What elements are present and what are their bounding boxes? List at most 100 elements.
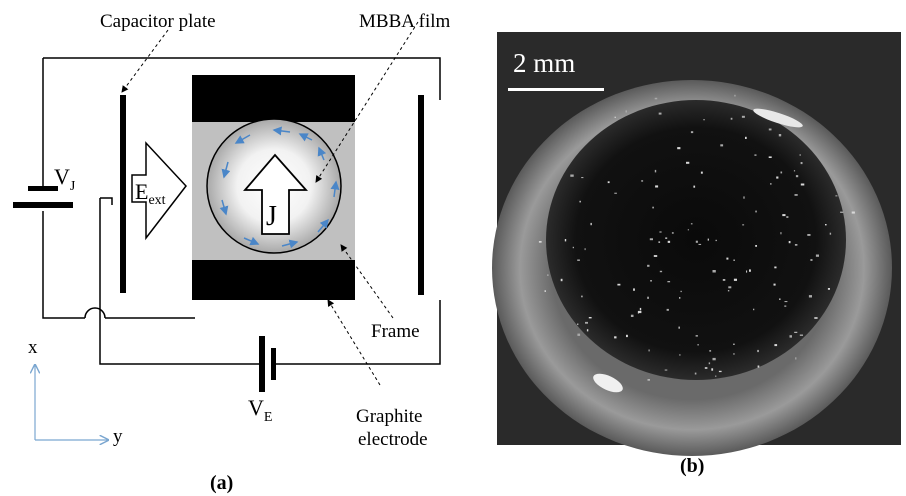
scale-bar-label: 2 mm [513, 48, 575, 78]
photo-speck [755, 210, 757, 213]
photo-speck [584, 248, 586, 251]
photo-speck [570, 174, 574, 177]
photo-speck [544, 290, 546, 292]
photo-speck [770, 183, 772, 185]
photo-speck [679, 354, 681, 356]
photo-speck [690, 131, 694, 134]
photo-speck [695, 240, 698, 243]
photo-speck [815, 254, 819, 257]
axis-x-label: x [28, 337, 38, 358]
photo-speck [617, 283, 621, 286]
photo-speck [581, 177, 584, 179]
photo-speck [547, 274, 549, 276]
photo-speck [851, 211, 855, 214]
photo-speck [742, 224, 745, 226]
photo-speck [638, 310, 642, 314]
photo-speck [757, 365, 760, 368]
photo-speck [590, 222, 592, 226]
photo-speck [733, 353, 735, 355]
photo-speck [641, 180, 644, 182]
photo-speck [754, 154, 757, 156]
photo-speck [581, 295, 583, 298]
photo-speck [577, 323, 579, 325]
eext-label: Eext [135, 179, 166, 208]
photo-speck [734, 94, 736, 97]
photo-speck [800, 162, 803, 165]
photo-speck [711, 368, 714, 371]
photo-speck [572, 246, 574, 249]
photo-speck [626, 334, 628, 338]
photo-speck [799, 334, 803, 336]
j-arrow [243, 153, 308, 235]
photo-speck [633, 288, 635, 291]
caption-a: (a) [210, 472, 233, 494]
photo-speck [773, 283, 776, 286]
photo-speck [655, 185, 659, 188]
photo-speck [727, 290, 730, 292]
scale-bar [508, 88, 604, 91]
photo-speck [614, 336, 617, 339]
photo-speck [730, 117, 733, 120]
photo-speck [789, 335, 792, 338]
photo-speck [728, 286, 732, 289]
photo-speck [647, 264, 650, 267]
photo-speck [607, 181, 610, 184]
photo-speck [538, 241, 542, 243]
photo-speck [588, 317, 592, 319]
photo-speck [749, 269, 751, 272]
photo-speck [718, 370, 722, 373]
photo-speck [709, 350, 712, 352]
photo-speck [650, 280, 652, 282]
axis-y-label: y [113, 426, 123, 447]
photo-speck [753, 308, 755, 311]
photo-speck [780, 171, 783, 174]
photo-speck [715, 375, 717, 377]
photo-speck [693, 185, 696, 188]
photo-speck [704, 367, 708, 369]
graphite-electrode-top [192, 75, 355, 122]
battery-vj [13, 186, 73, 208]
photo-speck [778, 134, 782, 137]
photo-speck [654, 97, 658, 100]
photo-specks [538, 94, 855, 381]
photo-speck [757, 349, 759, 353]
photo-speck [666, 308, 669, 311]
photo-speck [784, 305, 787, 307]
photo-speck [653, 255, 658, 257]
photo-speck [585, 321, 588, 324]
photo-speck [779, 298, 781, 300]
photo-speck [807, 234, 811, 236]
photo-speck [694, 372, 697, 375]
photo-speck [614, 116, 616, 118]
photo-speck [665, 237, 668, 239]
photo-speck [840, 211, 844, 213]
photo-speck [648, 349, 650, 352]
photo-speck [800, 183, 805, 186]
photo-speck [658, 112, 662, 115]
photo-speck [677, 147, 681, 150]
photo-speck [625, 110, 627, 113]
photo-speck [658, 241, 661, 243]
photo-speck [808, 295, 812, 298]
photo-speck [810, 259, 813, 261]
photo-speck [774, 266, 777, 269]
photo-speck [712, 270, 716, 273]
photo-speck [776, 176, 779, 179]
photo-speck [664, 369, 668, 371]
photo-speck [652, 206, 654, 209]
photo-speck [794, 244, 798, 246]
photo-speck [667, 281, 671, 283]
photo-speck [741, 115, 745, 118]
photo-speck [793, 170, 796, 172]
capacitor-plate-right [418, 95, 424, 295]
photo-speck [577, 259, 580, 261]
photo-speck [720, 144, 724, 147]
photo-speck [703, 119, 705, 121]
photo-speck [700, 171, 703, 174]
photo-speck [768, 156, 772, 158]
photo-speck [707, 238, 709, 241]
photo-speck [649, 238, 653, 241]
photo-speck [733, 343, 735, 345]
photo-speck [786, 216, 789, 218]
